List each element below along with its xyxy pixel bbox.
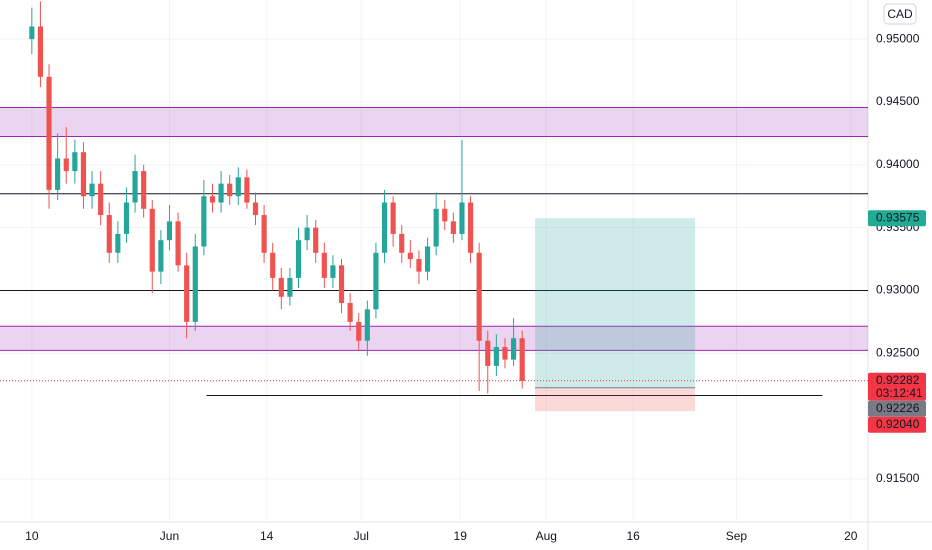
candle-body (287, 277, 293, 297)
price-tag-label: 0.93575 (876, 210, 920, 224)
position-loss (535, 387, 696, 412)
y-tick-label: 0.91500 (876, 471, 920, 485)
candle-body (390, 202, 396, 234)
candle-body (278, 277, 284, 297)
candle-body (46, 76, 52, 190)
candle-body (424, 246, 431, 272)
candle-body (123, 202, 130, 234)
candle-body (89, 183, 95, 197)
zone (0, 107, 868, 137)
candle-body (407, 252, 413, 260)
candle-body (442, 208, 448, 222)
y-tick-label: 0.94500 (876, 94, 920, 108)
candle-body (519, 338, 525, 381)
candle-body (356, 321, 362, 341)
x-tick-label: Aug (536, 529, 557, 543)
candle-body (459, 202, 465, 234)
candle-body (476, 252, 482, 341)
candle-body (295, 240, 302, 278)
candle-body (192, 246, 198, 322)
candle-body (29, 26, 35, 40)
currency: CAD (887, 7, 913, 21)
candle-body (502, 347, 508, 360)
x-tick-label: 19 (454, 529, 468, 543)
x-tick-label: 10 (25, 529, 39, 543)
candle-body (364, 309, 370, 341)
candle-body (244, 177, 250, 203)
candle-body (510, 338, 517, 360)
zone (0, 326, 868, 351)
candle-body (338, 265, 345, 304)
candle-body (98, 183, 104, 216)
candle-body (149, 208, 155, 272)
candle-body (433, 208, 439, 247)
candle-body (166, 221, 173, 241)
currency-badge[interactable] (883, 3, 917, 25)
candle-body (141, 171, 147, 209)
candle-body (132, 171, 138, 203)
candle-body (158, 240, 164, 272)
candle-body (115, 233, 121, 253)
y-tick-label: 0.93000 (876, 283, 920, 297)
candle-body (416, 259, 422, 272)
candle-body (201, 196, 207, 247)
y-tick-label: 0.95000 (876, 31, 920, 45)
candle-body (485, 340, 491, 366)
candle-body (467, 202, 474, 253)
candle-body (399, 233, 405, 253)
candle-body (184, 265, 190, 322)
x-tick-label: 20 (844, 529, 858, 543)
candle-body (270, 252, 276, 278)
price-tag (868, 372, 926, 401)
candle-body (37, 26, 44, 77)
candle-body (304, 227, 310, 241)
candle-body (209, 196, 216, 203)
candle-body (72, 152, 78, 172)
x-tick-label: 14 (260, 529, 274, 543)
candle-body (218, 183, 224, 203)
candle-body (235, 177, 241, 197)
candle-body (450, 221, 456, 234)
x-tick-label: Jun (160, 529, 179, 543)
candle-body (227, 183, 233, 197)
y-tick-label: 0.94000 (876, 157, 920, 171)
position-profit (535, 218, 696, 388)
countdown: 03:12:41 (876, 386, 923, 400)
candle-body (252, 202, 259, 216)
price-tag (868, 400, 926, 417)
candle-body (347, 303, 353, 322)
candle-body (175, 221, 181, 266)
candle-body (321, 252, 327, 278)
x-tick-label: 16 (626, 529, 640, 543)
candle-body (55, 158, 61, 190)
y-tick-label: 0.92500 (876, 345, 920, 359)
candle-body (330, 265, 336, 278)
candle-body (381, 202, 388, 253)
x-tick-label: Jul (354, 529, 369, 543)
candle-body (261, 215, 267, 253)
price-tag (868, 210, 926, 227)
candle-body (106, 215, 112, 253)
candle-body (313, 227, 319, 253)
price-tag (868, 416, 926, 433)
candle-body (80, 152, 87, 197)
price-tag-label: 0.92040 (876, 417, 920, 431)
candle-body (493, 347, 499, 366)
candle-body (63, 158, 69, 172)
price-tag-label: 0.92282 (876, 373, 920, 387)
x-tick-label: Sep (726, 529, 748, 543)
candle-body (373, 252, 379, 310)
price-tag-label: 0.92226 (876, 401, 920, 415)
